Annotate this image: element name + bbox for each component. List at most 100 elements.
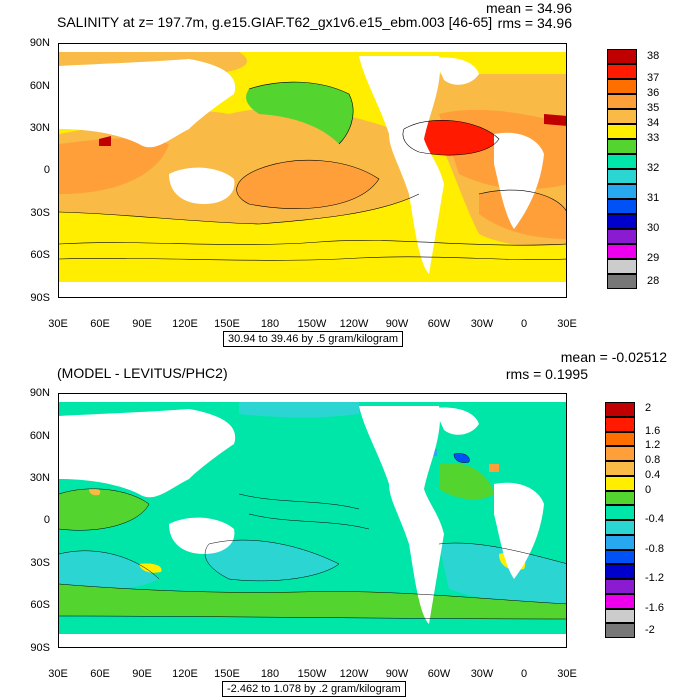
colorbar-label: -1.6 [645,601,664,614]
colorbar-swatch [605,490,635,506]
colorbar-swatch [607,214,637,229]
colorbar-swatch [605,534,635,550]
land-africa [494,482,544,579]
lat-label: 60N [29,430,50,442]
ocean-region-pos2 [59,584,566,619]
lon-label: 120E [172,668,198,680]
colorbar-label: 29 [647,252,660,264]
lon-label: 30E [48,318,68,330]
lon-label: 150W [297,668,327,680]
colorbar-label: 36 [647,87,660,99]
lon-label: 90W [385,318,409,330]
lat-label: 30N [29,472,50,484]
colorbar-label: 2 [645,402,652,415]
contour-lines [59,453,566,620]
contour-range: 30.94 to 39.46 by .5 gram/kilogram [223,331,403,347]
ocean-region-34 [246,82,354,144]
lon-label: 90E [132,318,152,330]
colorbar-swatch [605,446,635,461]
colorbar-label: 31 [647,192,660,204]
land-greenland [434,57,479,85]
colorbar-label: 33 [647,132,660,144]
colorbar-label: 30 [647,222,660,234]
colorbar-swatch [605,549,635,565]
colorbar-swatch [607,49,637,64]
colorbar-swatch [607,64,637,79]
colorbar-swatch [605,505,635,520]
ocean-region-pos6 [89,488,101,496]
lon-label: 30E [48,668,68,680]
colorbar-label: 38 [647,49,660,62]
lat-label: 90N [29,387,50,399]
lon-label: 150W [297,318,327,330]
colorbar-swatch [607,244,637,259]
lon-label: 30E [557,668,577,680]
colorbar-swatch [607,229,637,244]
colorbar-swatch [607,184,637,199]
colorbar-swatch [605,593,635,609]
lon-label: 180 [260,318,280,330]
colorbar-swatch [607,199,637,214]
colorbar-swatch [605,461,635,476]
colorbar-label: -0.8 [645,542,664,555]
lat-label: 60S [30,599,50,611]
colorbar-swatch [607,169,637,184]
colorbar-swatch [605,416,635,432]
rms-value: rms = 0.1995 [505,366,588,382]
land-africa [494,132,544,229]
lon-label: 150E [214,668,240,680]
colorbar: 38 37 36 35 34 33 32 31 30 29 28 [607,49,687,289]
contour-lines [59,81,566,261]
colorbar-swatch [605,564,635,579]
mean-value: mean = -0.02512 [560,349,667,365]
lon-label: 120W [339,318,369,330]
land-greenland [434,407,479,435]
land-americas [359,406,444,624]
colorbar-label: -2 [645,623,655,636]
colorbar-swatch [607,124,637,139]
salinity-map [59,52,566,297]
lon-label: 0 [520,318,528,330]
colorbar-swatch [605,475,635,491]
ocean-region-38b [544,114,566,126]
ocean-region-neg [205,540,339,581]
colorbar-swatch [605,608,635,624]
difference-panel: (MODEL - LEVITUS/PHC2) mean = -0.02512 r… [0,349,700,700]
colorbar-label: 28 [647,274,660,287]
land-asia [59,59,236,148]
colorbar-label: 35 [647,102,660,114]
contour-range: -2.462 to 1.078 by .2 gram/kilogram [222,681,406,697]
ocean-region-36b [236,160,379,209]
colorbar-swatch [605,623,635,638]
ocean-region-pos7 [489,464,499,472]
land-australia [169,167,235,204]
ocean-region-arctic [239,402,359,418]
colorbar-swatch [607,94,637,109]
colorbar-label: 0.4 [645,468,661,481]
colorbar-label: -0.4 [645,513,664,525]
colorbar-label: 1.6 [645,424,661,437]
colorbar-swatch [605,402,635,417]
lat-label: 60N [29,80,50,92]
panel-title: (MODEL - LEVITUS/PHC2) [57,365,228,381]
colorbar-swatch [607,139,637,154]
colorbar-swatch [607,259,637,274]
lat-label: 90S [30,642,50,654]
colorbar-label: 37 [647,72,660,84]
colorbar-swatch [607,274,637,289]
colorbar-swatch [605,431,635,447]
mean-value: mean = 34.96 [485,0,572,16]
map-frame [58,43,567,298]
ocean-region-neg2 [59,550,159,589]
lon-label: 150E [214,318,240,330]
land-antarctica [59,634,566,647]
ocean-region-pos [59,488,149,531]
lon-label: 30W [470,668,494,680]
colorbar-swatch [607,79,637,94]
lat-label: 30N [29,122,50,134]
difference-map [59,402,566,647]
lat-label: 0 [43,164,50,176]
colorbar-swatch [607,109,637,124]
salinity-panel: SALINITY at z= 197.7m, g.e15.GIAF.T62_gx… [29,0,687,347]
lat-label: 90N [29,37,50,49]
